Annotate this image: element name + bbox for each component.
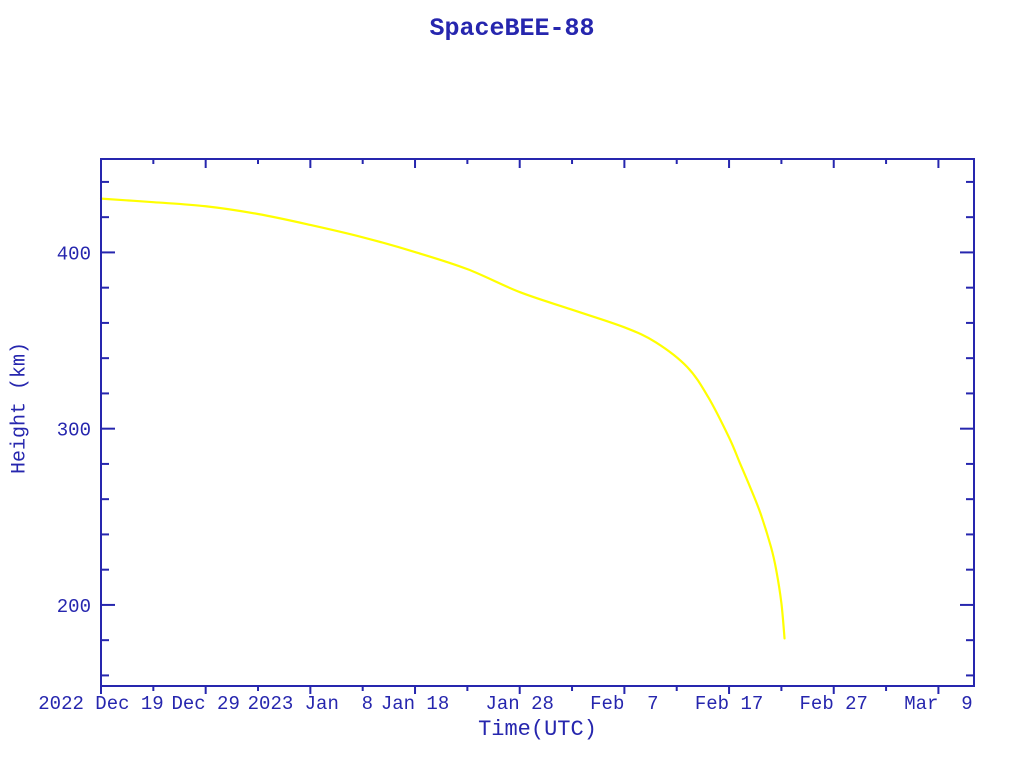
x-tick-label: 2022 Dec 19 xyxy=(38,693,163,715)
axis-ticks xyxy=(100,159,974,694)
y-tick-label: 300 xyxy=(57,420,91,442)
x-tick-label: Dec 29 xyxy=(171,693,239,715)
x-tick-label: Feb 17 xyxy=(695,693,763,715)
y-axis-title: Height (km) xyxy=(8,341,32,475)
x-tick-label: 2023 Jan 8 xyxy=(248,693,373,715)
x-tick-label: Jan 28 xyxy=(485,693,553,715)
x-tick-label: Jan 18 xyxy=(381,693,449,715)
x-tick-label: Mar 9 xyxy=(904,693,972,715)
decay-curve xyxy=(99,197,786,640)
x-axis-title: Time(UTC) xyxy=(478,717,597,742)
x-tick-label: Feb 27 xyxy=(800,693,868,715)
chart-title: SpaceBEE-88 xyxy=(429,14,595,43)
x-tick-label: Feb 7 xyxy=(590,693,658,715)
y-tick-label: 400 xyxy=(57,243,91,265)
y-tick-label: 200 xyxy=(57,596,91,618)
axis-tick-labels: 2022 Dec 19 Dec 29 2023 Jan 8 Jan 18 Jan 28 F… xyxy=(38,243,972,715)
plot-frame xyxy=(100,158,975,687)
